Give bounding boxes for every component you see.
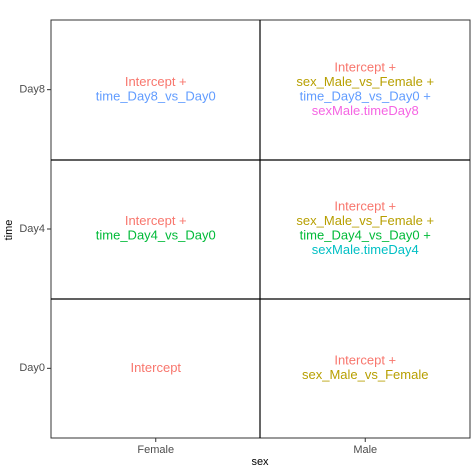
cell-text: Intercept + bbox=[334, 353, 396, 368]
x-tick-label: Male bbox=[353, 444, 377, 456]
cell-text: time_Day8_vs_Day0 + bbox=[300, 88, 431, 103]
cell-text: Intercept + bbox=[334, 59, 396, 74]
cell-text: Intercept + bbox=[125, 74, 187, 89]
cell-text: sexMale.timeDay8 bbox=[312, 103, 419, 118]
x-axis-title: sex bbox=[251, 456, 269, 468]
y-axis-title: time bbox=[3, 220, 15, 241]
cell-text: sex_Male_vs_Female bbox=[302, 367, 428, 382]
cell-text: sex_Male_vs_Female + bbox=[296, 74, 434, 89]
x-tick-label: Female bbox=[137, 444, 174, 456]
cell-text: sex_Male_vs_Female + bbox=[296, 213, 434, 228]
cell-text: sexMale.timeDay4 bbox=[312, 242, 419, 257]
cell-text: time_Day4_vs_Day0 bbox=[96, 228, 216, 243]
cell-text: time_Day8_vs_Day0 bbox=[96, 88, 216, 103]
cell-text: Intercept bbox=[130, 360, 181, 375]
cell-text: time_Day4_vs_Day0 + bbox=[300, 228, 431, 243]
y-tick-label: Day4 bbox=[19, 223, 45, 235]
cell-text: Intercept + bbox=[125, 213, 187, 228]
y-tick-label: Day8 bbox=[19, 84, 45, 96]
cell-text: Intercept + bbox=[334, 199, 396, 214]
y-tick-label: Day0 bbox=[19, 362, 45, 374]
